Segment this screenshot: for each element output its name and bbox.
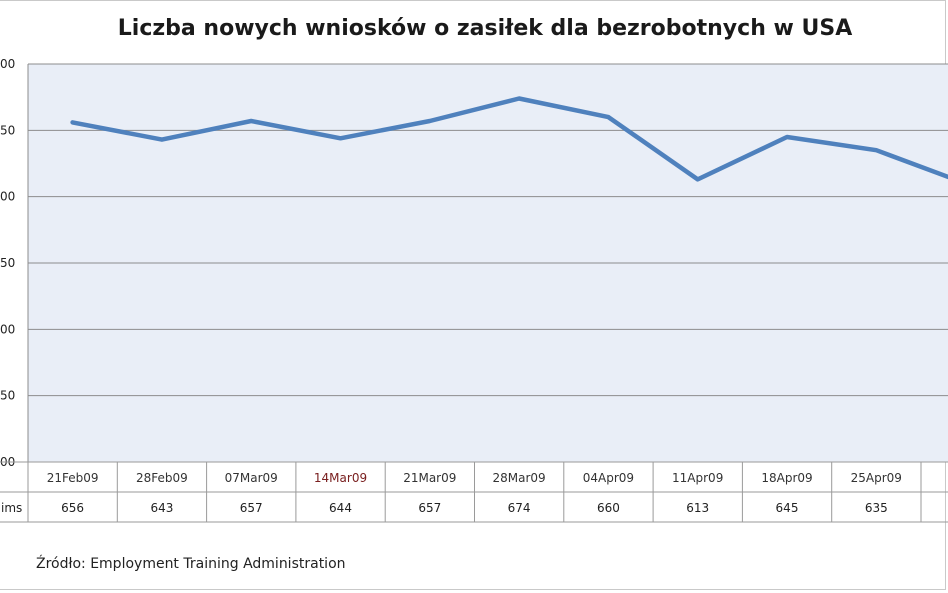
table-value-label: 657 — [418, 501, 441, 515]
y-tick-label: 00 — [0, 322, 15, 336]
x-category-label: 21Mar09 — [403, 471, 456, 485]
series-line — [70, 96, 948, 182]
table-value-label: 613 — [686, 501, 709, 515]
y-tick-label: 00 — [0, 57, 15, 71]
y-tick-label: 00 — [0, 190, 15, 204]
table-value-label: 660 — [597, 501, 620, 515]
table-value-label: 657 — [240, 501, 263, 515]
y-tick-label: 50 — [0, 256, 15, 270]
table-value-label: 674 — [508, 501, 531, 515]
x-category-label: 21Feb09 — [47, 471, 99, 485]
table-value-label: 635 — [865, 501, 888, 515]
y-tick-label: 50 — [0, 123, 15, 137]
x-category-label: 11Apr09 — [672, 471, 723, 485]
x-category-label: 28Feb09 — [136, 471, 188, 485]
y-tick-label: 50 — [0, 389, 15, 403]
x-category-label: 14Mar09 — [314, 471, 367, 485]
table-value-label: 656 — [61, 501, 84, 515]
x-category-label: 28Mar09 — [493, 471, 546, 485]
x-category-label: 04Apr09 — [583, 471, 634, 485]
table-value-label: 644 — [329, 501, 352, 515]
chart-title: Liczba nowych wniosków o zasiłek dla bez… — [117, 16, 853, 41]
table-value-label: 645 — [776, 501, 799, 515]
x-category-label: 07Mar09 — [225, 471, 278, 485]
table-value-label: 643 — [150, 501, 173, 515]
source-note: Źródło: Employment Training Administrati… — [36, 556, 346, 572]
x-category-label: 18Apr09 — [761, 471, 812, 485]
x-category-label: 25Apr09 — [851, 471, 902, 485]
series-row-label: ims — [1, 501, 22, 515]
